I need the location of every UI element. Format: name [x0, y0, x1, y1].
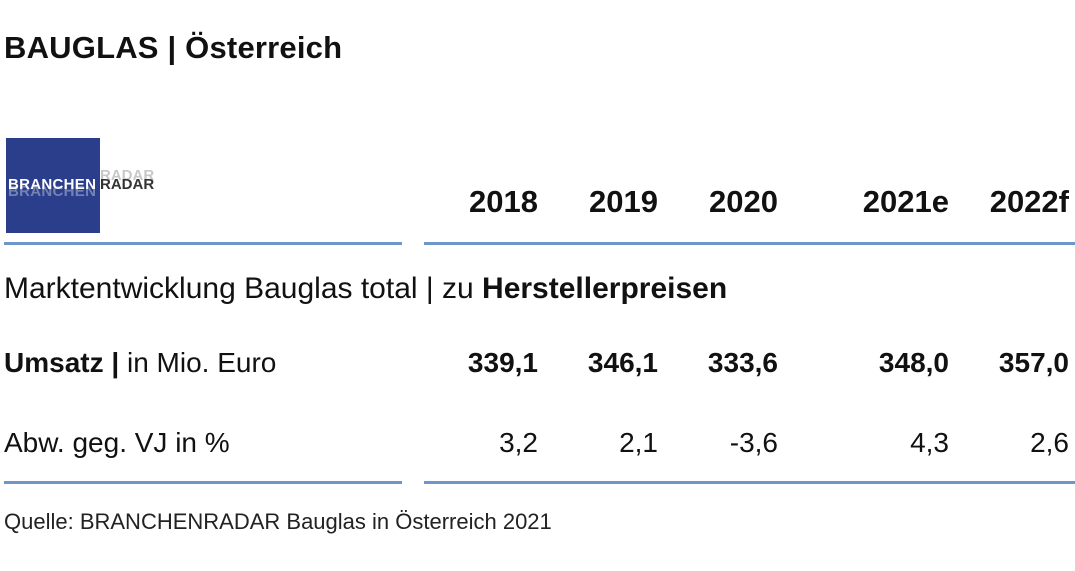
row-label-abweichung: Abw. geg. VJ in %	[4, 427, 230, 458]
cell-umsatz-2019: 346,1	[587, 347, 658, 378]
cell-umsatz-2018: 339,1	[467, 347, 538, 378]
column-header-2020: 2020	[709, 184, 778, 219]
cell-abweichung-2020: -3,6	[729, 427, 778, 458]
column-header-2021e: 2021e	[862, 184, 949, 219]
footer-rule-left	[4, 481, 402, 484]
source-note: Quelle: BRANCHENRADAR Bauglas in Österre…	[4, 509, 552, 534]
footer-rule-right	[424, 481, 1075, 484]
cell-abweichung-2019: 2,1	[619, 427, 658, 458]
page-title: BAUGLAS | Österreich	[4, 30, 343, 65]
logo-text: BRANCHEN	[8, 176, 97, 193]
cell-umsatz-2021e: 348,0	[878, 347, 949, 378]
branchenradar-logo: BRANCHEN BRANCHEN	[6, 138, 100, 233]
column-header-2022f: 2022f	[989, 184, 1069, 219]
column-header-2018: 2018	[469, 184, 538, 219]
table-subtitle: Marktentwicklung Bauglas total | zu Hers…	[4, 272, 728, 305]
row-label-umsatz: Umsatz | in Mio. Euro	[4, 347, 277, 378]
cell-umsatz-2022f: 357,0	[998, 347, 1069, 378]
cell-umsatz-2020: 333,6	[707, 347, 778, 378]
header-rule-left	[4, 242, 402, 245]
column-header-2019: 2019	[589, 184, 658, 219]
cell-abweichung-2018: 3,2	[499, 427, 538, 458]
logo-suffix-shadow: RADAR	[100, 167, 155, 184]
logo-suffix: RADAR	[100, 176, 155, 193]
header-rule-right	[424, 242, 1075, 245]
cell-abweichung-2021e: 4,3	[910, 427, 949, 458]
cell-abweichung-2022f: 2,6	[1030, 427, 1069, 458]
